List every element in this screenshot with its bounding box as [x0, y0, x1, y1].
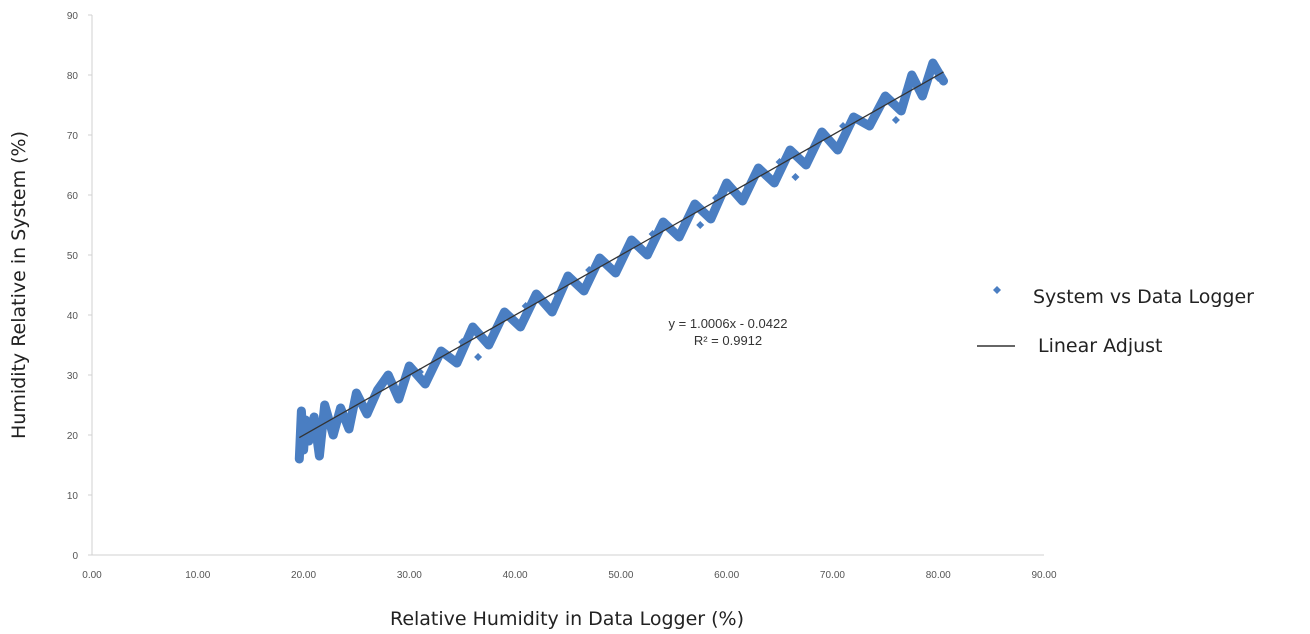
y-tick-label: 50	[67, 251, 79, 262]
scatter-point	[320, 401, 329, 409]
scatter-point	[786, 146, 795, 154]
x-tick-label: 70.00	[820, 570, 845, 581]
x-tick-label: 80.00	[926, 570, 951, 581]
r-squared-annotation: R² = 0.9912	[694, 333, 762, 348]
x-tick-label: 20.00	[291, 570, 316, 581]
y-axis-title: Humidity Relative in System (%)	[8, 131, 30, 439]
y-tick-label: 70	[67, 131, 79, 142]
scatter-point	[791, 173, 800, 181]
y-tick-label: 30	[67, 371, 79, 382]
scatter-point	[474, 353, 483, 361]
scatter-point	[516, 323, 525, 331]
scatter-point	[299, 446, 308, 454]
scatter-point	[849, 113, 858, 121]
scatter-point	[928, 59, 937, 67]
scatter-point	[706, 215, 715, 223]
scatter-point	[405, 362, 414, 370]
scatter-point	[897, 107, 906, 115]
scatter-point	[500, 308, 509, 316]
x-axis-title: Relative Humidity in Data Logger (%)	[390, 608, 744, 630]
y-tick-label: 60	[67, 191, 79, 202]
y-tick-label: 0	[72, 551, 78, 562]
scatter-point	[595, 254, 604, 262]
scatter-point	[564, 272, 572, 280]
scatter-point	[532, 290, 541, 298]
scatter-point	[310, 413, 319, 421]
scatter-point	[659, 218, 668, 226]
y-tick-label: 90	[67, 11, 79, 22]
scatter-point	[579, 287, 588, 295]
legend-label-scatter: System vs Data Logger	[1033, 286, 1254, 308]
x-tick-label: 60.00	[714, 570, 739, 581]
x-tick-label: 0.00	[82, 570, 102, 581]
x-tick-labels: 0.00 10.00 20.00 30.00 40.00 50.00 60.00 70.00 8…	[82, 570, 1057, 581]
scatter-point	[468, 323, 477, 331]
y-tick-label: 40	[67, 311, 79, 322]
scatter-point	[891, 116, 900, 124]
scatter-point	[336, 404, 345, 412]
y-tick-label: 20	[67, 431, 79, 442]
scatter-point	[315, 452, 324, 460]
x-tick-label: 90.00	[1031, 570, 1056, 581]
scatter-point	[304, 437, 313, 445]
legend: System vs Data Logger Linear Adjust	[977, 286, 1254, 357]
scatter-point	[301, 416, 310, 424]
scatter-point	[421, 380, 430, 388]
y-tick-label: 10	[67, 491, 79, 502]
scatter-point	[738, 197, 747, 205]
scatter-point	[802, 161, 810, 169]
scatter-point	[817, 128, 826, 136]
scatter-point	[907, 71, 916, 79]
x-tick-label: 10.00	[185, 570, 210, 581]
scatter-point	[627, 236, 636, 244]
scatter-point	[452, 359, 461, 367]
y-tick-label: 80	[67, 71, 79, 82]
legend-marker-scatter	[993, 286, 1001, 294]
x-tick-label: 30.00	[397, 570, 422, 581]
scatter-points	[294, 58, 948, 464]
scatter-point	[329, 431, 338, 439]
scatter-point	[770, 179, 779, 187]
scatter-point	[437, 347, 446, 355]
trend-line	[299, 71, 944, 439]
scatter-point	[696, 221, 705, 229]
scatter-point	[918, 92, 927, 100]
scatter-point	[611, 269, 620, 277]
scatter-point	[643, 251, 652, 259]
scatter-point	[297, 407, 306, 415]
scatter-point	[295, 455, 304, 463]
legend-diamond-icon	[993, 286, 1001, 294]
x-tick-label: 40.00	[503, 570, 528, 581]
scatter-point	[384, 371, 393, 379]
y-tick-labels: 0 10 20 30 40 50 60 70 80 90	[67, 11, 92, 562]
scatter-point	[548, 308, 557, 316]
scatter-point	[865, 122, 874, 130]
scatter-point	[352, 389, 361, 397]
scatter-point	[722, 179, 731, 187]
scatter-point	[484, 341, 493, 349]
scatter-point	[833, 146, 842, 154]
scatter-point	[690, 200, 699, 208]
scatter-point	[345, 425, 354, 433]
scatter-point	[394, 395, 403, 403]
scatter-point	[939, 77, 948, 85]
scatter-point	[881, 92, 890, 100]
scatter-point	[754, 164, 763, 172]
x-tick-label: 50.00	[608, 570, 633, 581]
trend-line-group	[299, 71, 944, 439]
equation-annotation: y = 1.0006x - 0.0422	[669, 316, 788, 331]
scatter-point	[675, 233, 684, 241]
scatter-point	[363, 410, 372, 418]
legend-label-line: Linear Adjust	[1038, 335, 1162, 357]
